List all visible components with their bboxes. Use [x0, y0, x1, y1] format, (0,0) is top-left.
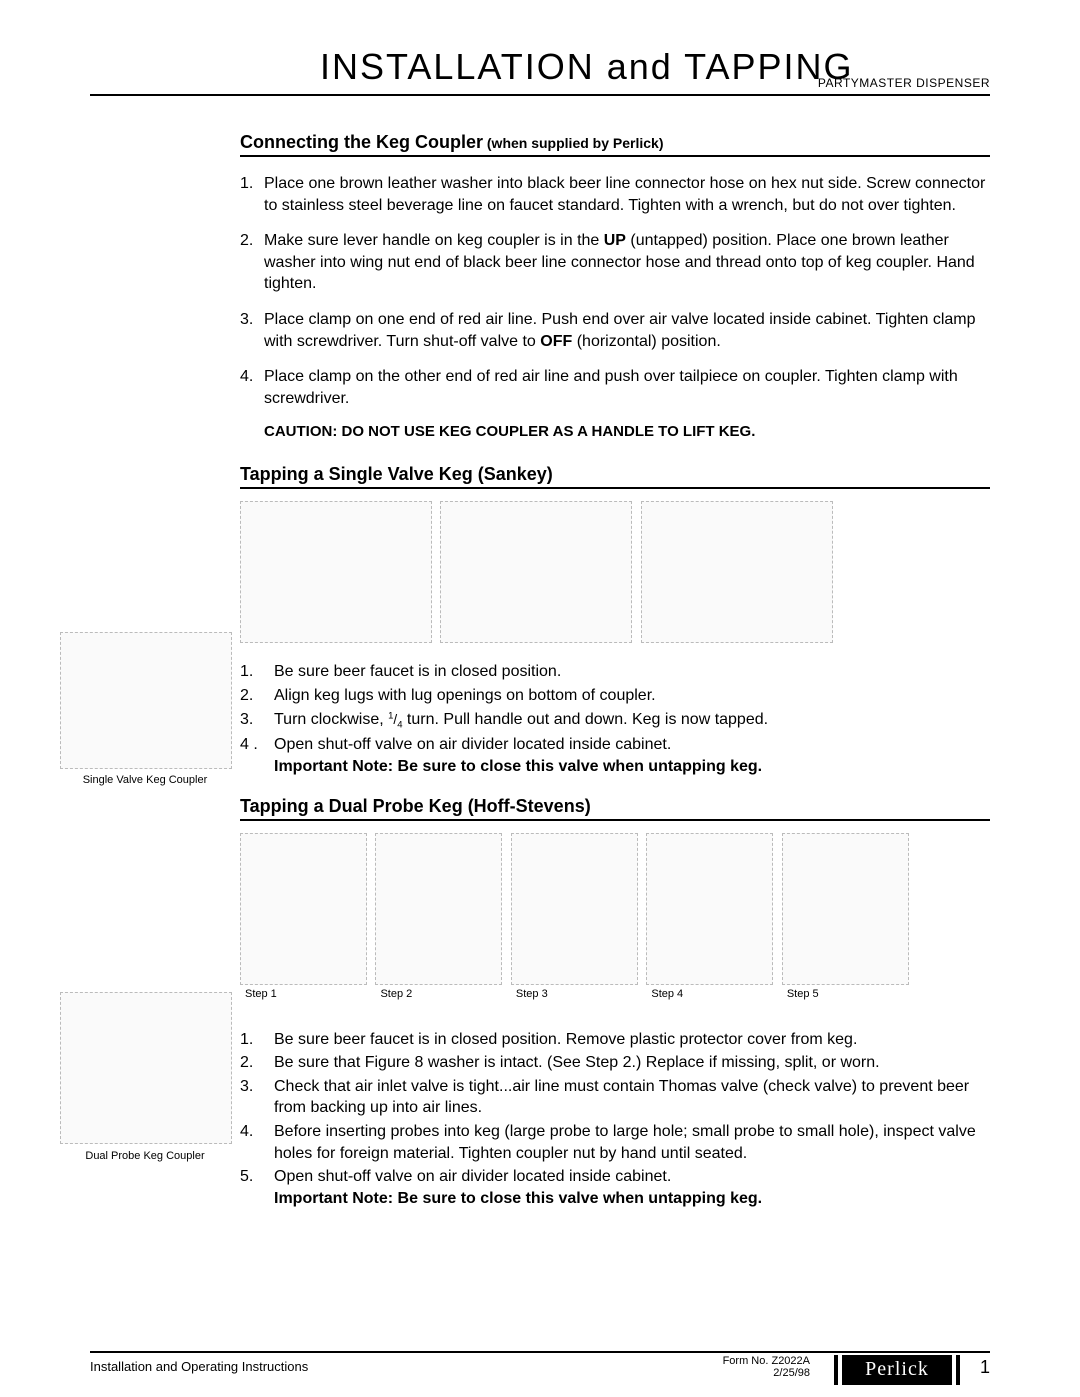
section2-title: Tapping a Single Valve Keg (Sankey)	[240, 464, 990, 489]
hoff-step-illustration: Step 4	[646, 833, 773, 985]
sankey-step-illustration	[440, 501, 632, 643]
single-valve-coupler-illustration	[60, 632, 232, 769]
list-item: 1.Be sure beer faucet is in closed posit…	[240, 1029, 990, 1051]
sankey-step-illustration	[240, 501, 432, 643]
list-item: 2.Be sure that Figure 8 washer is intact…	[240, 1052, 990, 1074]
list-item: 4 .Open shut-off valve on air divider lo…	[240, 734, 990, 756]
page-number: 1	[980, 1357, 990, 1378]
page: INSTALLATION and TAPPING PARTYMASTER DIS…	[0, 0, 1080, 1397]
sankey-illustration-row	[240, 501, 990, 651]
page-title: INSTALLATION and TAPPING	[320, 46, 854, 88]
caution-text: CAUTION: DO NOT USE KEG COUPLER AS A HAN…	[264, 423, 990, 440]
content: Connecting the Keg Coupler (when supplie…	[240, 132, 990, 1208]
section3-important: Important Note: Be sure to close this va…	[274, 1190, 990, 1208]
list-item: 3.Check that air inlet valve is tight...…	[240, 1076, 990, 1119]
perlick-logo: Perlick	[842, 1355, 952, 1385]
dual-probe-coupler-illustration	[60, 992, 232, 1144]
header-subtitle: PARTYMASTER DISPENSER	[818, 76, 990, 90]
section2-important: Important Note: Be sure to close this va…	[274, 758, 990, 776]
hoff-step-illustration: Step 1	[240, 833, 367, 985]
sankey-step-illustration	[641, 501, 833, 643]
dual-probe-caption: Dual Probe Keg Coupler	[60, 1150, 230, 1162]
list-item: 2.Align keg lugs with lug openings on bo…	[240, 685, 990, 707]
section1-list: 1.Place one brown leather washer into bl…	[240, 173, 990, 409]
hoff-step-illustration: Step 2	[375, 833, 502, 985]
list-item: 5.Open shut-off valve on air divider loc…	[240, 1166, 990, 1188]
section1-title: Connecting the Keg Coupler (when supplie…	[240, 132, 990, 157]
list-item: 1.Place one brown leather washer into bl…	[240, 173, 990, 216]
list-item: 4.Before inserting probes into keg (larg…	[240, 1121, 990, 1164]
footer: Installation and Operating Instructions …	[90, 1351, 990, 1357]
list-item: 3.Turn clockwise, 1/4 turn. Pull handle …	[240, 709, 990, 733]
hoff-stevens-illustration-row: Step 1 Step 2 Step 3 Step 4 Step 5	[240, 833, 990, 1003]
list-item: 3.Place clamp on one end of red air line…	[240, 309, 990, 352]
single-valve-caption: Single Valve Keg Coupler	[60, 774, 230, 786]
section3-list: 1.Be sure beer faucet is in closed posit…	[240, 1029, 990, 1188]
footer-form-info: Form No. Z2022A 2/25/98	[723, 1355, 810, 1379]
list-item: 1.Be sure beer faucet is in closed posit…	[240, 661, 990, 683]
section1-title-main: Connecting the Keg Coupler	[240, 132, 483, 152]
section2-list: 1.Be sure beer faucet is in closed posit…	[240, 661, 990, 755]
header: INSTALLATION and TAPPING PARTYMASTER DIS…	[90, 50, 990, 96]
list-item: 2.Make sure lever handle on keg coupler …	[240, 230, 990, 295]
footer-doc-title: Installation and Operating Instructions	[90, 1359, 308, 1374]
section3-title: Tapping a Dual Probe Keg (Hoff-Stevens)	[240, 796, 990, 821]
section1-title-sub: (when supplied by Perlick)	[483, 135, 663, 151]
hoff-step-illustration: Step 3	[511, 833, 638, 985]
list-item: 4.Place clamp on the other end of red ai…	[240, 366, 990, 409]
hoff-step-illustration: Step 5	[782, 833, 909, 985]
